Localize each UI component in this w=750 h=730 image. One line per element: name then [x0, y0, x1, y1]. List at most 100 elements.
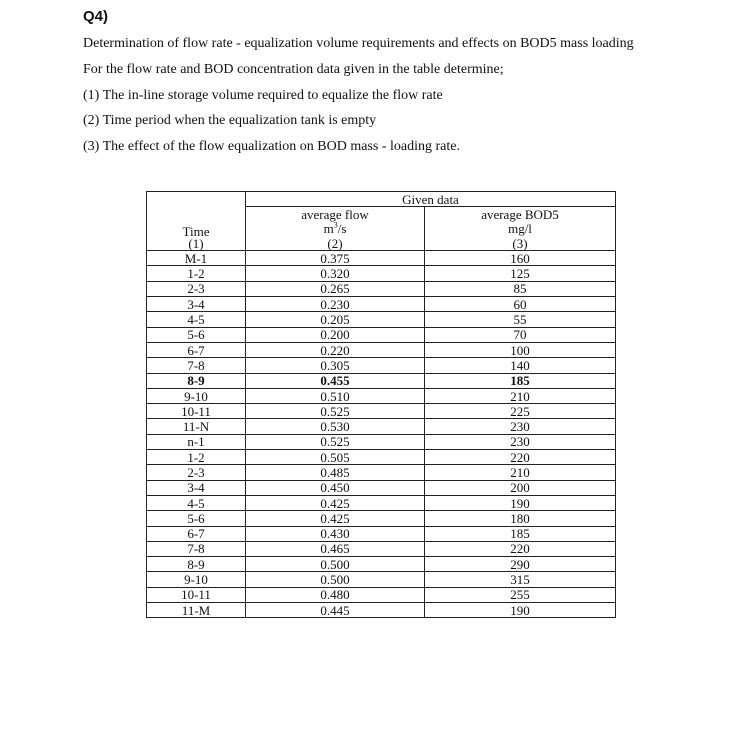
flow-cell: 0.425 — [245, 510, 425, 527]
bod-cell: 315 — [424, 571, 616, 588]
flow-cell: 0.480 — [245, 586, 425, 604]
time-cell: 11-N — [146, 418, 246, 435]
bod-cell: 180 — [424, 510, 616, 527]
flow-cell: 0.305 — [245, 357, 425, 374]
bod-cell: 230 — [424, 433, 616, 451]
bod-cell: 290 — [424, 556, 616, 573]
table-row: 11-N 0.530 230 — [146, 418, 616, 435]
time-cell: 10-11 — [146, 586, 246, 604]
bod-header-label: average BOD5 — [424, 206, 616, 222]
flow-cell: 0.505 — [245, 449, 425, 466]
flow-cell: 0.465 — [245, 540, 425, 558]
bod-cell: 160 — [424, 250, 616, 267]
table-row: 2-3 0.265 85 — [146, 280, 616, 298]
bod-cell: 100 — [424, 341, 616, 359]
time-cell: 10-11 — [146, 403, 246, 420]
bod-cell: 140 — [424, 357, 616, 374]
unit-rest: /s — [337, 221, 347, 237]
time-cell: 7-8 — [146, 357, 246, 374]
bod-cell: 220 — [424, 449, 616, 466]
time-cell: 7-8 — [146, 540, 246, 558]
bod-cell: 225 — [424, 403, 616, 420]
table-row: 5-6 0.425 180 — [146, 510, 616, 527]
unit-base: m — [323, 221, 334, 237]
time-cell: 2-3 — [146, 280, 246, 298]
table-row: 2-3 0.485 210 — [146, 464, 616, 481]
table-row: 4-5 0.425 190 — [146, 494, 616, 512]
bod-cell: 55 — [424, 311, 616, 328]
table-row: n-1 0.525 230 — [146, 433, 616, 451]
table-row: 3-4 0.230 60 — [146, 296, 616, 313]
table-row: 1-2 0.505 220 — [146, 449, 616, 466]
flow-header-num: (2) — [245, 235, 425, 251]
flow-cell: 0.525 — [245, 433, 425, 451]
table-row: 10-11 0.480 255 — [146, 586, 616, 604]
time-cell: 4-5 — [146, 494, 246, 512]
time-cell: 6-7 — [146, 341, 246, 359]
group-header: Given data — [245, 190, 616, 208]
bod-cell: 220 — [424, 540, 616, 558]
table-row: 6-7 0.220 100 — [146, 341, 616, 359]
flow-header-label: average flow — [245, 206, 425, 222]
table-row: 7-8 0.305 140 — [146, 357, 616, 374]
time-header-label: Time — [182, 224, 210, 240]
time-cell: 8-9 — [146, 556, 246, 573]
time-cell: 9-10 — [146, 387, 246, 405]
flow-cell: 0.450 — [245, 479, 425, 496]
bod-cell: 255 — [424, 586, 616, 604]
flow-cell: 0.230 — [245, 296, 425, 313]
flow-cell: 0.205 — [245, 311, 425, 328]
bod-cell: 185 — [424, 372, 616, 389]
flow-cell: 0.455 — [245, 372, 425, 389]
bod-cell: 230 — [424, 418, 616, 435]
instruction: For the flow rate and BOD concentration … — [83, 62, 504, 77]
flow-cell: 0.485 — [245, 464, 425, 481]
flow-cell: 0.220 — [245, 341, 425, 359]
bod-cell: 190 — [424, 494, 616, 512]
table-row: 3-4 0.450 200 — [146, 479, 616, 496]
flow-cell: 0.445 — [245, 602, 425, 619]
table-row: 1-2 0.320 125 — [146, 265, 616, 282]
time-header: Time (1) — [146, 190, 246, 252]
unit-sup: 3 — [333, 220, 338, 230]
table-row: 9-10 0.500 315 — [146, 571, 616, 588]
problem-statement: Determination of flow rate - equalizatio… — [83, 36, 634, 51]
flow-header-unit: m3/s — [245, 220, 425, 237]
time-cell: 3-4 — [146, 296, 246, 313]
flow-cell: 0.200 — [245, 326, 425, 343]
time-cell: 4-5 — [146, 311, 246, 328]
bod-cell: 60 — [424, 296, 616, 313]
bod-cell: 185 — [424, 525, 616, 542]
bod-cell: 125 — [424, 265, 616, 282]
time-cell: 1-2 — [146, 265, 246, 282]
bod-cell: 85 — [424, 280, 616, 298]
table-row: 5-6 0.200 70 — [146, 326, 616, 343]
bod-header-unit: mg/l — [424, 221, 616, 236]
table-row: 9-10 0.510 210 — [146, 387, 616, 405]
flow-cell: 0.525 — [245, 403, 425, 420]
time-cell: 2-3 — [146, 464, 246, 481]
flow-cell: 0.500 — [245, 571, 425, 588]
bod-cell: 210 — [424, 387, 616, 405]
table-row: 6-7 0.430 185 — [146, 525, 616, 542]
time-cell: 8-9 — [146, 372, 246, 389]
time-cell: 5-6 — [146, 326, 246, 343]
table-row: 11-M 0.445 190 — [146, 602, 616, 619]
given-data-table: Time (1) Given data average flow average… — [146, 190, 616, 619]
time-header-num: (1) — [188, 236, 204, 252]
flow-cell: 0.375 — [245, 250, 425, 267]
time-cell: n-1 — [146, 433, 246, 451]
task-2: (2) Time period when the equalization ta… — [83, 113, 377, 128]
bod-cell: 210 — [424, 464, 616, 481]
time-cell: 1-2 — [146, 449, 246, 466]
flow-cell: 0.500 — [245, 556, 425, 573]
table-row: M-1 0.375 160 — [146, 250, 616, 267]
table-row: 4-5 0.205 55 — [146, 311, 616, 328]
time-cell: 5-6 — [146, 510, 246, 527]
task-1: (1) The in-line storage volume required … — [83, 88, 443, 103]
table-row: 8-9 0.500 290 — [146, 556, 616, 573]
time-cell: 11-M — [146, 602, 246, 619]
time-cell: 6-7 — [146, 525, 246, 542]
time-cell: M-1 — [146, 250, 246, 267]
flow-cell: 0.320 — [245, 265, 425, 282]
